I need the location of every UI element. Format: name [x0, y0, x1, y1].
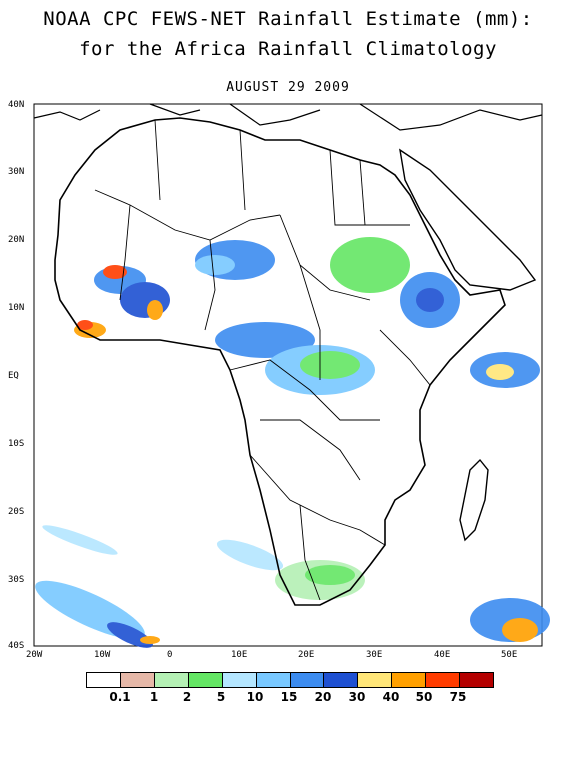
legend-swatch — [222, 673, 257, 687]
legend-swatch — [426, 673, 461, 687]
legend-tick-label: 1 — [149, 690, 159, 704]
country-borders — [94, 119, 431, 601]
lat-label-40s: 40S — [8, 641, 25, 651]
legend-tick-label: 5 — [216, 690, 226, 704]
legend-tick-label: 20 — [314, 690, 332, 704]
legend-swatch — [392, 673, 427, 687]
europe-coast — [33, 103, 543, 131]
lat-label-40n: 40N — [8, 100, 25, 110]
legend-swatch — [290, 673, 325, 687]
lon-label-10w: 10W — [94, 650, 111, 660]
rainfall-field — [35, 237, 550, 648]
legend-tick-label: 40 — [382, 690, 400, 704]
lat-label-10s: 10S — [8, 439, 25, 449]
madagascar-outline — [459, 458, 489, 542]
legend-tick-label: 10 — [246, 690, 264, 704]
map-title-line1: NOAA CPC FEWS-NET Rainfall Estimate (mm)… — [43, 8, 533, 30]
legend-swatch — [154, 673, 189, 687]
africa-coastline — [54, 117, 506, 606]
arabia-outline — [399, 148, 537, 291]
map-date: AUGUST 29 2009 — [226, 80, 350, 95]
legend-tick-label: 30 — [348, 690, 366, 704]
lon-label-0: 0 — [167, 650, 173, 660]
lon-label-10e: 10E — [231, 650, 248, 660]
lon-label-20e: 20E — [298, 650, 315, 660]
map-title-line2: for the Africa Rainfall Climatology — [79, 38, 497, 60]
lat-label-30s: 30S — [8, 575, 25, 585]
legend-tick-label: 75 — [449, 690, 467, 704]
rainfall-legend — [86, 672, 494, 688]
lat-label-30n: 30N — [8, 167, 25, 177]
lon-label-30e: 30E — [366, 650, 383, 660]
legend-swatch — [358, 673, 393, 687]
legend-tick-label: 15 — [280, 690, 298, 704]
legend-swatch — [87, 673, 121, 687]
lat-label-20n: 20N — [8, 235, 25, 245]
lat-label-10n: 10N — [8, 303, 25, 313]
lat-label-20s: 20S — [8, 507, 25, 517]
legend-swatch — [256, 673, 291, 687]
legend-tick-label: 50 — [415, 690, 433, 704]
legend-tick-label: 0.1 — [109, 690, 131, 704]
lon-label-50e: 50E — [501, 650, 518, 660]
legend-swatch — [324, 673, 359, 687]
lon-label-20w: 20W — [26, 650, 43, 660]
legend-tick-label: 2 — [182, 690, 192, 704]
lon-label-40e: 40E — [434, 650, 451, 660]
legend-swatch — [120, 673, 155, 687]
legend-swatch — [188, 673, 223, 687]
legend-swatch — [460, 673, 494, 687]
lat-label-eq: EQ — [8, 371, 19, 381]
